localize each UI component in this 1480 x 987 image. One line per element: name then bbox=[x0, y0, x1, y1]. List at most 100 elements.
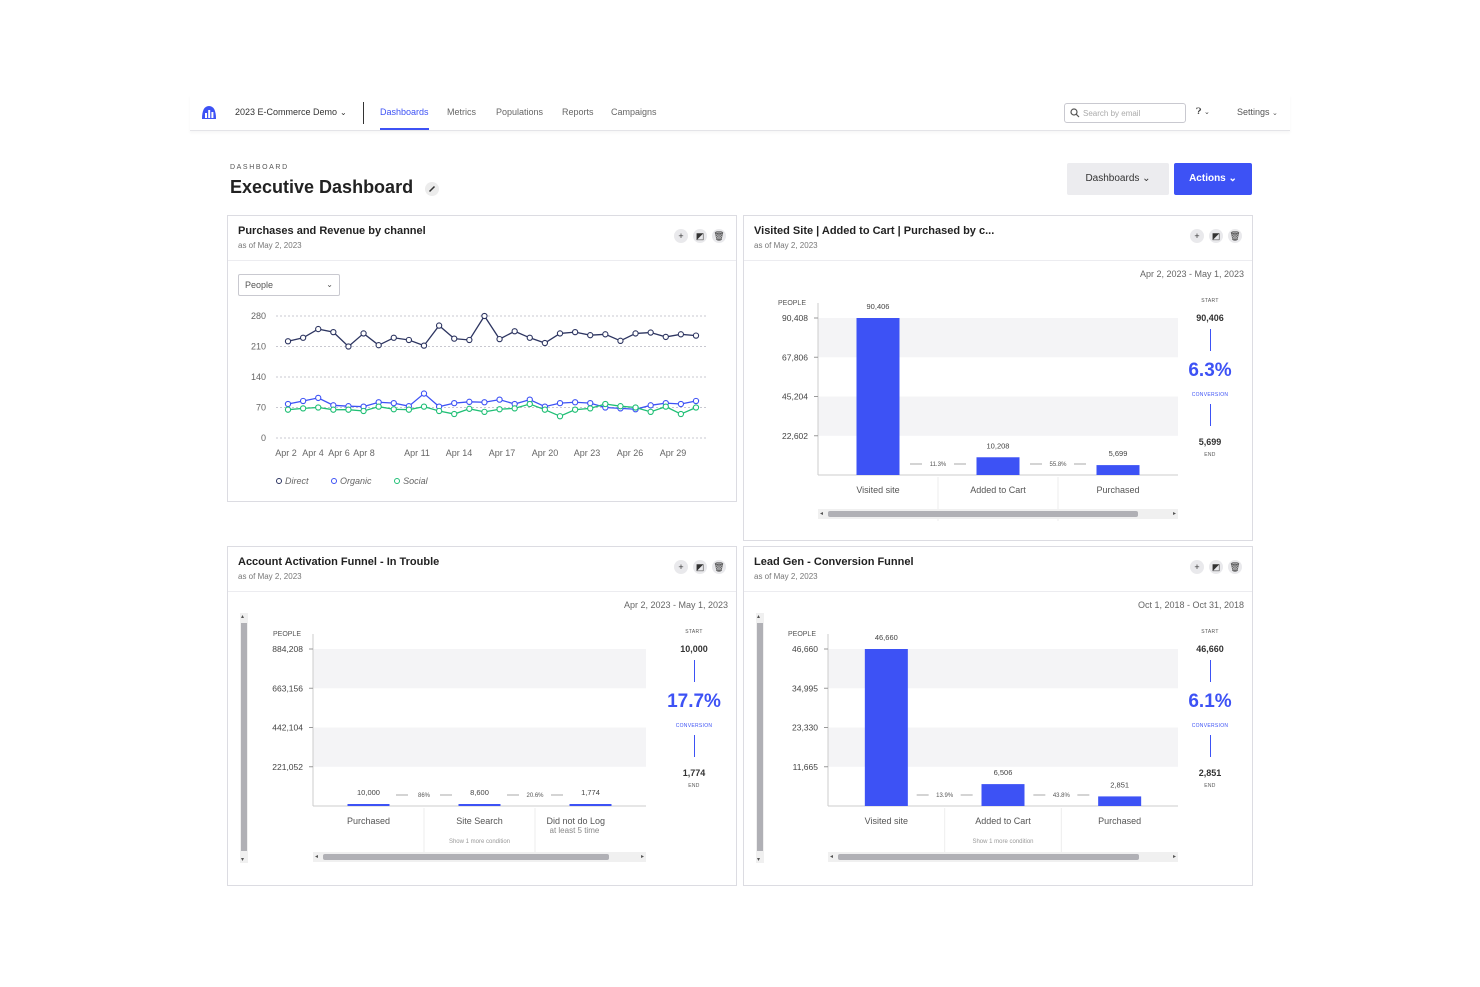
data-point bbox=[420, 342, 428, 349]
scrollbar-thumb[interactable] bbox=[828, 511, 1138, 517]
data-point bbox=[451, 399, 458, 407]
step-label: Added to Cart bbox=[970, 485, 1026, 495]
tab-populations[interactable]: Populations bbox=[496, 107, 544, 117]
card-header: Lead Gen - Conversion Funnel as of May 2,… bbox=[744, 547, 1252, 592]
edit-icon[interactable] bbox=[425, 182, 439, 196]
vertical-scrollbar[interactable]: ▴ ▾ bbox=[756, 613, 764, 863]
legend-item-direct[interactable]: Direct bbox=[276, 476, 319, 486]
actions-button[interactable]: Actions ⌄ bbox=[1174, 163, 1252, 195]
add-icon[interactable]: + bbox=[1190, 229, 1204, 243]
data-point bbox=[692, 332, 700, 339]
chevron-left-icon[interactable]: ◂ bbox=[830, 854, 834, 860]
scrollbar-thumb[interactable] bbox=[323, 854, 609, 860]
y-tick-label: 221,052 bbox=[272, 762, 303, 772]
data-point bbox=[571, 328, 579, 336]
data-point bbox=[647, 408, 654, 416]
trash-icon[interactable]: 🗑︎ bbox=[712, 229, 726, 243]
x-tick-label: Apr 29 bbox=[660, 448, 687, 458]
y-tick-label: 280 bbox=[251, 311, 266, 321]
card-subtitle: as of May 2, 2023 bbox=[238, 572, 302, 581]
arrow-down-icon bbox=[694, 735, 695, 757]
scrollbar-thumb[interactable] bbox=[838, 854, 1139, 860]
data-point bbox=[556, 399, 564, 407]
expand-icon[interactable]: ◩ bbox=[1209, 229, 1223, 243]
settings-label: Settings bbox=[1237, 107, 1270, 117]
tab-campaigns[interactable]: Campaigns bbox=[611, 107, 657, 117]
data-point bbox=[677, 400, 685, 408]
expand-icon[interactable]: ◩ bbox=[693, 560, 707, 574]
chevron-left-icon[interactable]: ◂ bbox=[820, 511, 824, 517]
dashboards-button[interactable]: Dashboards ⌄ bbox=[1067, 163, 1169, 195]
data-point bbox=[390, 399, 397, 407]
data-point bbox=[405, 336, 413, 344]
add-icon[interactable]: + bbox=[674, 560, 688, 574]
legend-item-social[interactable]: Social bbox=[394, 476, 438, 486]
data-point bbox=[587, 405, 594, 412]
show-more-condition-link[interactable]: Show 1 more condition bbox=[448, 839, 511, 845]
x-tick-label: Apr 26 bbox=[617, 448, 644, 458]
conversion-label: CONVERSION bbox=[1191, 392, 1229, 398]
settings-menu[interactable]: Settings ⌄ bbox=[1237, 107, 1278, 117]
chevron-down-icon[interactable]: ▾ bbox=[241, 857, 245, 863]
horizontal-scrollbar[interactable]: ◂ ▸ bbox=[313, 852, 646, 862]
add-icon[interactable]: + bbox=[1190, 560, 1204, 574]
expand-icon[interactable]: ◩ bbox=[1209, 560, 1223, 574]
chevron-right-icon[interactable]: ▸ bbox=[1172, 854, 1176, 860]
end-label: END bbox=[1204, 452, 1216, 458]
data-point bbox=[496, 335, 503, 343]
horizontal-scrollbar[interactable]: ◂ ▸ bbox=[828, 852, 1178, 862]
show-more-condition-link[interactable]: Show 1 more condition bbox=[972, 839, 1034, 845]
trash-icon[interactable]: 🗑︎ bbox=[1228, 560, 1242, 574]
y-tick-label: 67,806 bbox=[782, 352, 808, 362]
dashboards-button-label: Dashboards bbox=[1085, 173, 1140, 184]
org-switcher[interactable]: 2023 E-Commerce Demo ⌄ bbox=[235, 107, 347, 117]
trash-icon[interactable]: 🗑︎ bbox=[1228, 229, 1242, 243]
data-point bbox=[541, 339, 549, 347]
conversion-rate: 20.6% bbox=[526, 793, 544, 799]
y-tick-label: 45,204 bbox=[782, 392, 808, 402]
data-point bbox=[435, 407, 443, 415]
scrollbar-thumb[interactable] bbox=[241, 623, 247, 851]
data-point bbox=[375, 403, 382, 410]
chevron-down-icon[interactable]: ▾ bbox=[757, 857, 761, 863]
expand-icon[interactable]: ◩ bbox=[693, 229, 707, 243]
trash-icon[interactable]: 🗑︎ bbox=[712, 560, 726, 574]
bar-3 bbox=[569, 804, 612, 806]
horizontal-scrollbar[interactable]: ◂ ▸ bbox=[818, 509, 1178, 519]
conversion-percent: 17.7% bbox=[667, 691, 721, 712]
chevron-right-icon[interactable]: ▸ bbox=[640, 854, 644, 860]
org-name: 2023 E-Commerce Demo bbox=[235, 107, 338, 117]
card-title: Lead Gen - Conversion Funnel bbox=[754, 556, 914, 568]
data-point bbox=[662, 333, 669, 341]
data-point bbox=[315, 394, 322, 402]
chevron-right-icon[interactable]: ▸ bbox=[1172, 511, 1176, 517]
tab-metrics[interactable]: Metrics bbox=[447, 107, 476, 117]
add-icon[interactable]: + bbox=[674, 229, 688, 243]
chevron-left-icon[interactable]: ◂ bbox=[315, 854, 319, 860]
data-point bbox=[587, 399, 594, 407]
x-tick-label: Apr 2 bbox=[275, 448, 297, 458]
line-chart: 280 210 140 70 0 Apr 2 Apr 4 Apr 6 Apr 8 Apr 11 Ap… bbox=[251, 311, 708, 458]
start-value: 46,660 bbox=[1196, 644, 1224, 654]
start-label: START bbox=[1201, 298, 1219, 304]
tab-dashboards[interactable]: Dashboards bbox=[380, 107, 429, 130]
chevron-up-icon[interactable]: ▴ bbox=[241, 614, 245, 620]
tab-reports[interactable]: Reports bbox=[562, 107, 594, 117]
card-subtitle: as of May 2, 2023 bbox=[754, 572, 818, 581]
vertical-scrollbar[interactable]: ▴ ▾ bbox=[240, 613, 248, 863]
data-point bbox=[390, 334, 397, 341]
scrollbar-thumb[interactable] bbox=[757, 623, 763, 851]
legend-item-organic[interactable]: Organic bbox=[331, 476, 382, 486]
metric-select[interactable]: People ⌄ bbox=[238, 274, 340, 296]
series-line-social bbox=[287, 403, 697, 417]
app-logo-icon[interactable] bbox=[200, 104, 218, 120]
chevron-up-icon[interactable]: ▴ bbox=[757, 614, 761, 620]
data-point bbox=[345, 406, 352, 413]
help-menu[interactable]: ❓︎ ⌄ bbox=[1196, 106, 1210, 117]
data-point bbox=[466, 405, 473, 412]
grid-band bbox=[313, 649, 646, 689]
start-value: 90,406 bbox=[1196, 313, 1224, 323]
search-input[interactable]: Search by email bbox=[1064, 103, 1186, 123]
data-point bbox=[420, 390, 428, 397]
y-tick-label: 22,602 bbox=[782, 431, 808, 441]
